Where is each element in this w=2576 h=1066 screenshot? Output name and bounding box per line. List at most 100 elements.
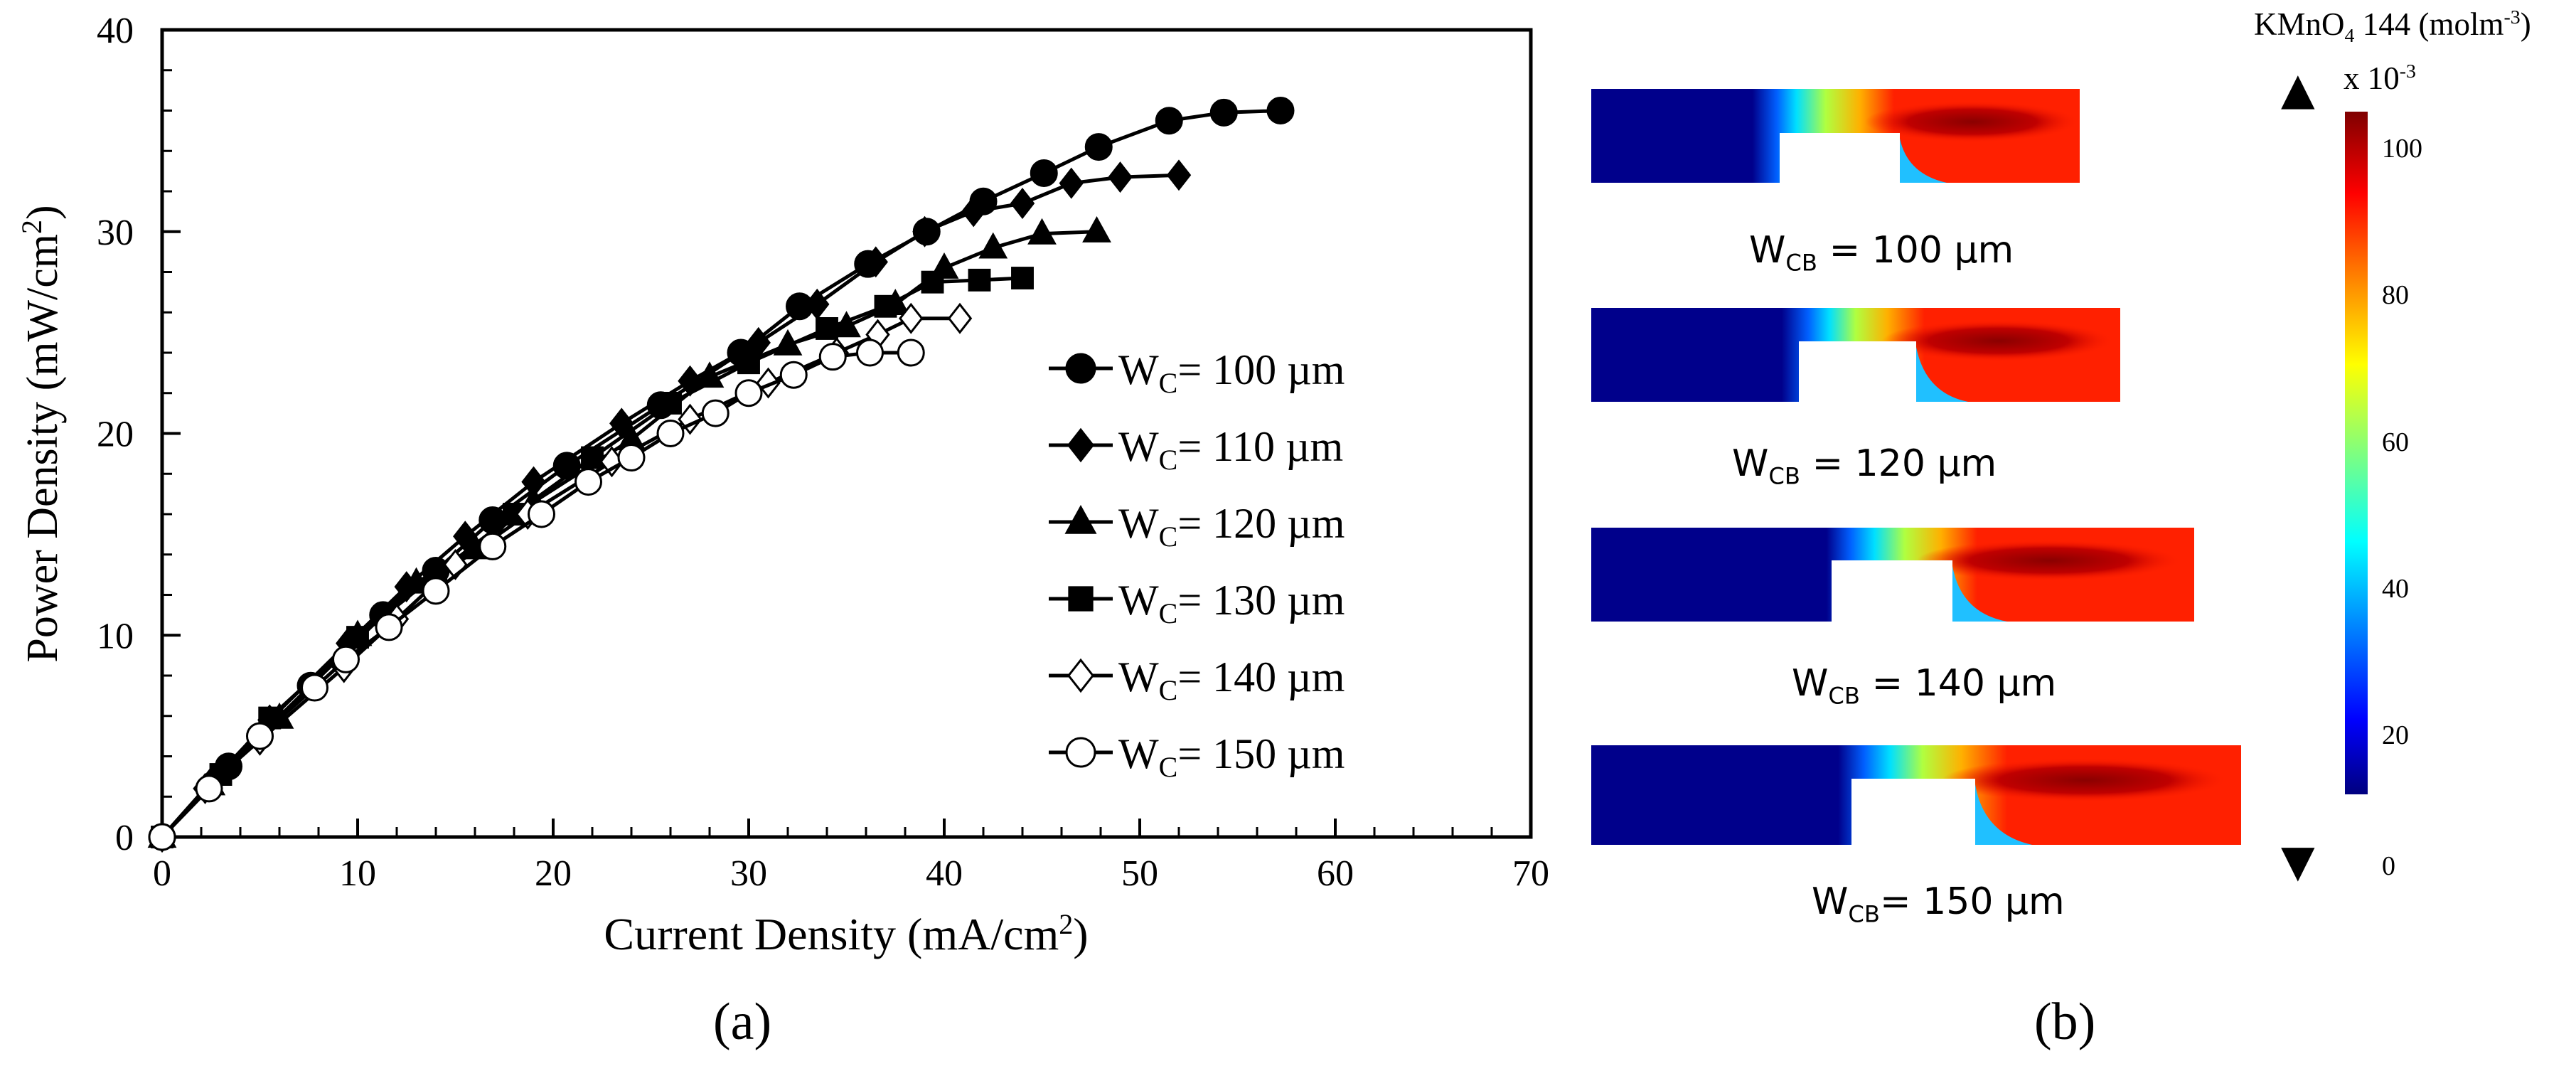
data-point-square <box>1011 267 1034 289</box>
data-point-triangle <box>978 232 1008 259</box>
series-line <box>161 351 912 838</box>
colorbar <box>2345 112 2368 794</box>
data-point-diamond <box>947 302 973 334</box>
data-point-circle <box>422 577 450 605</box>
data-point-diamond <box>443 548 468 580</box>
y-tick-label: 40 <box>97 11 134 51</box>
x-tick-label: 70 <box>1512 853 1549 894</box>
y-tick-label: 10 <box>97 616 134 656</box>
colorbar-tick-label: 40 <box>2382 573 2409 604</box>
data-point-square <box>816 317 838 340</box>
data-point-diamond <box>1067 658 1095 693</box>
colorbar-max-arrow-icon: ▲ <box>2281 63 2315 114</box>
data-point-diamond <box>961 196 986 228</box>
data-point-diamond <box>1108 161 1133 193</box>
data-point-circle <box>1030 159 1058 187</box>
data-point-circle <box>375 613 403 641</box>
x-axis-label: Current Density (mA/cm2) <box>604 908 1088 959</box>
channel-label-120: WCB = 120 µm <box>1732 442 1997 490</box>
data-point-circle <box>1084 133 1113 161</box>
legend-label: WC= 130 µm <box>1118 577 1345 629</box>
x-tick-label: 50 <box>1121 853 1158 894</box>
y-tick-label: 30 <box>97 213 134 253</box>
y-axis-ticks: 0 10 20 30 40 <box>97 11 181 858</box>
x-tick-label: 20 <box>535 853 572 894</box>
channel-label-150: WCB= 150 µm <box>1812 880 2065 928</box>
legend-item: WC= 140 µm <box>1049 654 1345 706</box>
data-point-diamond <box>1067 427 1095 463</box>
colorbar-tick-label: 100 <box>2382 133 2422 164</box>
contour-channel-140 <box>1591 528 2194 622</box>
series-5 <box>148 339 925 851</box>
data-point-circle <box>246 722 274 750</box>
legend-item: WC= 100 µm <box>1049 346 1345 399</box>
series-line <box>161 109 1281 838</box>
legend-label: WC= 110 µm <box>1118 423 1343 476</box>
x-tick-label: 30 <box>730 853 767 894</box>
data-point-circle <box>701 399 729 427</box>
data-point-triangle <box>1082 215 1111 242</box>
chart-series <box>147 97 1295 853</box>
data-point-circle <box>301 673 328 702</box>
chart-legend: WC= 100 µm WC= 110 µm WC= 120 µm WC= 130 µm… <box>1049 346 1345 783</box>
x-axis-ticks: 0 10 20 30 40 50 60 70 <box>153 819 1549 894</box>
data-point-diamond <box>678 403 702 435</box>
legend-label: WC= 120 µm <box>1118 500 1345 553</box>
x-tick-label: 10 <box>339 853 376 894</box>
x-axis-label-end: ) <box>1073 909 1088 959</box>
data-point-diamond <box>1059 167 1084 199</box>
data-point-diamond <box>863 246 888 278</box>
data-point-circle <box>856 339 884 367</box>
data-point-circle <box>617 444 646 472</box>
data-point-square <box>346 626 369 649</box>
legend-label: WC= 150 µm <box>1118 730 1345 783</box>
data-point-square <box>874 294 897 318</box>
data-point-square <box>1068 586 1094 612</box>
legend-item: WC= 150 µm <box>1049 730 1345 783</box>
data-point-diamond <box>756 367 781 399</box>
data-point-circle <box>574 468 602 496</box>
legend-label: WC= 140 µm <box>1118 654 1345 706</box>
data-point-circle <box>1266 97 1295 124</box>
data-point-square <box>659 391 682 415</box>
data-point-diamond <box>1166 159 1192 191</box>
data-point-circle <box>897 339 925 367</box>
data-point-square <box>737 351 760 375</box>
data-point-circle <box>1209 98 1238 127</box>
data-point-circle <box>734 379 763 407</box>
contour-channel-100 <box>1591 89 2080 183</box>
colorbar-tick-label: 0 <box>2382 851 2395 881</box>
colorbar-tick-label: 60 <box>2382 427 2409 457</box>
contour-channel-150 <box>1591 745 2241 845</box>
y-tick-label: 20 <box>97 415 134 455</box>
panel-label-a: (a) <box>713 993 772 1051</box>
y-tick-label: 0 <box>115 818 134 858</box>
x-tick-label: 0 <box>153 853 171 894</box>
colorbar-min-arrow-icon: ▼ <box>2281 835 2315 887</box>
channel-label-100: WCB = 100 µm <box>1749 229 2014 277</box>
data-point-triangle <box>1027 218 1057 245</box>
legend-item: WC= 130 µm <box>1049 577 1345 629</box>
colorbar-tick-label: 20 <box>2382 720 2409 751</box>
channel-label-140: WCB = 140 µm <box>1792 662 2057 710</box>
data-point-square <box>968 268 991 292</box>
y-axis-label-text: Power Density (mW/cm <box>18 234 67 663</box>
data-point-circle <box>479 532 507 560</box>
contour-channel-120 <box>1591 308 2120 402</box>
data-point-circle <box>195 774 223 803</box>
data-point-circle <box>656 420 685 447</box>
data-point-diamond <box>899 302 924 334</box>
series-4 <box>149 302 973 853</box>
legend-item: WC= 120 µm <box>1049 500 1345 553</box>
colorbar-tick-label: 80 <box>2382 280 2409 311</box>
legend-item: WC= 110 µm <box>1049 423 1343 476</box>
data-point-square <box>921 270 944 294</box>
data-point-diamond <box>1010 188 1035 220</box>
colorbar-multiplier: x 10-3 <box>2343 60 2416 96</box>
data-point-circle <box>1155 107 1183 135</box>
data-point-circle <box>1065 737 1096 768</box>
data-point-circle <box>779 361 808 389</box>
legend-label: WC= 100 µm <box>1118 346 1345 399</box>
data-point-circle <box>1065 353 1096 384</box>
